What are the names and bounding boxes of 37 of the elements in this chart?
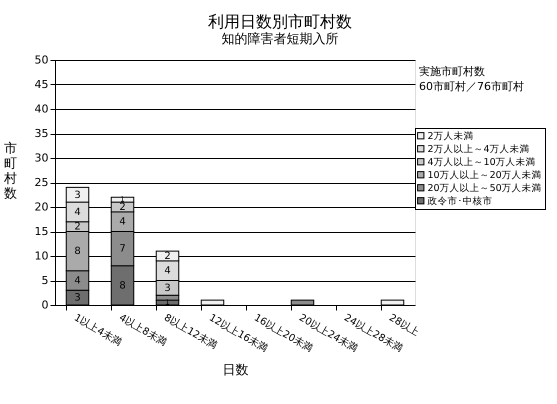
data-label: 3 xyxy=(74,292,81,304)
y-tick-label: 10 xyxy=(34,250,48,262)
y-tick-label: 40 xyxy=(34,102,48,116)
y-tick-label: 50 xyxy=(34,54,48,66)
data-label: 4 xyxy=(119,216,126,228)
data-label: 4 xyxy=(74,206,81,218)
data-label: 8 xyxy=(74,246,81,258)
data-label: 2 xyxy=(74,222,81,233)
text: 60市町村／76市町村 xyxy=(419,80,524,93)
legend-label: 4万人以上～10万人未満 xyxy=(428,156,536,168)
x-axis-title: 日数 xyxy=(222,362,248,378)
data-label: 8 xyxy=(119,280,126,292)
y-tick-label: 35 xyxy=(34,127,48,140)
data-label: 2 xyxy=(164,251,171,262)
y-tick-label: 20 xyxy=(34,200,48,214)
legend-label: 2万人未満 xyxy=(428,130,474,142)
data-label: 3 xyxy=(164,282,171,294)
data-label: 2 xyxy=(119,202,126,213)
data-label: 4 xyxy=(164,266,171,277)
y-tick-label: 15 xyxy=(34,225,48,238)
legend-label: 政令市･中核市 xyxy=(428,194,492,207)
data-label: 7 xyxy=(119,244,126,255)
chart-subtitle: 知的障害者短期入所 xyxy=(222,31,338,47)
text: 実施市町村数 xyxy=(419,65,485,78)
legend-label: 10万人以上～20万人未満 xyxy=(428,168,542,181)
data-label: 4 xyxy=(74,276,81,286)
y-tick-label: 0 xyxy=(42,298,48,312)
legend-label: 20万人以上～50万人未満 xyxy=(428,182,542,194)
y-axis-title: 市町村数 xyxy=(3,142,17,202)
y-tick-label: 45 xyxy=(34,78,48,91)
legend-label: 2万人以上～4万人未満 xyxy=(428,142,530,155)
chart-title: 利用日数別市町村数 xyxy=(208,12,352,31)
x-tick-label: 28以上 xyxy=(387,312,422,338)
y-tick-label: 5 xyxy=(42,274,48,287)
y-tick-label: 30 xyxy=(34,152,48,164)
data-label: 3 xyxy=(74,190,81,201)
y-tick-label: 25 xyxy=(34,176,48,189)
